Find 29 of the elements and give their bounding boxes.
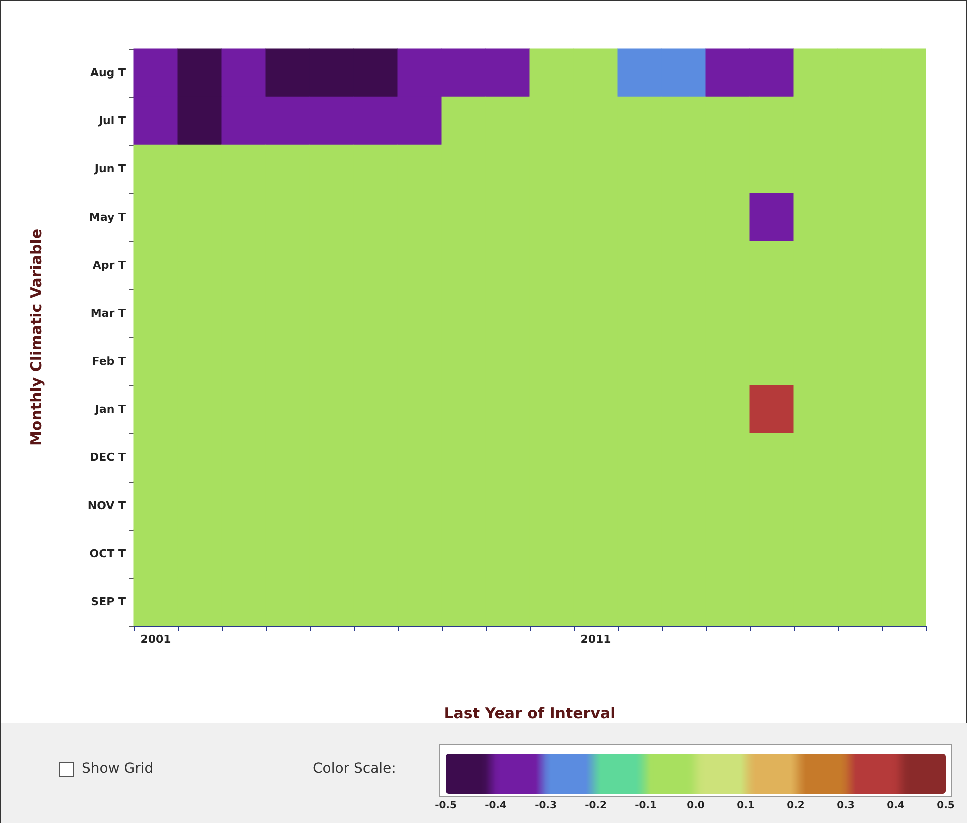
text: Color Scale: <box>313 761 396 777</box>
y-tick-label: Jan T <box>94 403 126 416</box>
color-bar-label: -0.4 <box>485 800 507 812</box>
color-bar-label: 0.4 <box>887 800 905 812</box>
color-bar-label: -0.2 <box>585 800 607 812</box>
x-tick-label: 2001 <box>140 633 172 646</box>
x-axis-title: Last Year of Interval <box>444 704 616 722</box>
y-tick-label: Apr T <box>92 258 126 272</box>
text: Show Grid <box>82 761 154 777</box>
color-bar-label: -0.1 <box>635 800 657 812</box>
y-tick-label: Feb T <box>92 355 126 368</box>
y-tick-label: Jul T <box>98 114 126 128</box>
y-tick-label: Jun T <box>94 162 126 176</box>
x-tick-label: 2011 <box>580 633 612 646</box>
y-tick-label: Mar T <box>90 306 126 320</box>
color-bar-label: 0.3 <box>837 800 855 812</box>
y-tick-label: NOV T <box>88 499 126 512</box>
color-bar-label: 0.2 <box>787 800 805 812</box>
y-tick-label: SEP T <box>91 595 126 608</box>
y-tick-label: OCT T <box>90 547 126 560</box>
y-tick-label: Aug T <box>90 66 126 80</box>
color-bar-label: 0.5 <box>937 800 955 812</box>
y-tick-label: DEC T <box>90 451 126 464</box>
color-bar-label: -0.3 <box>535 800 557 812</box>
y-tick-label: May T <box>89 210 126 224</box>
y-axis-title: Monthly Climatic Variable <box>28 229 46 446</box>
color-bar-label: 0.1 <box>737 800 755 812</box>
color-bar-label: -0.5 <box>435 800 457 812</box>
color-bar-label: 0.0 <box>687 800 705 812</box>
